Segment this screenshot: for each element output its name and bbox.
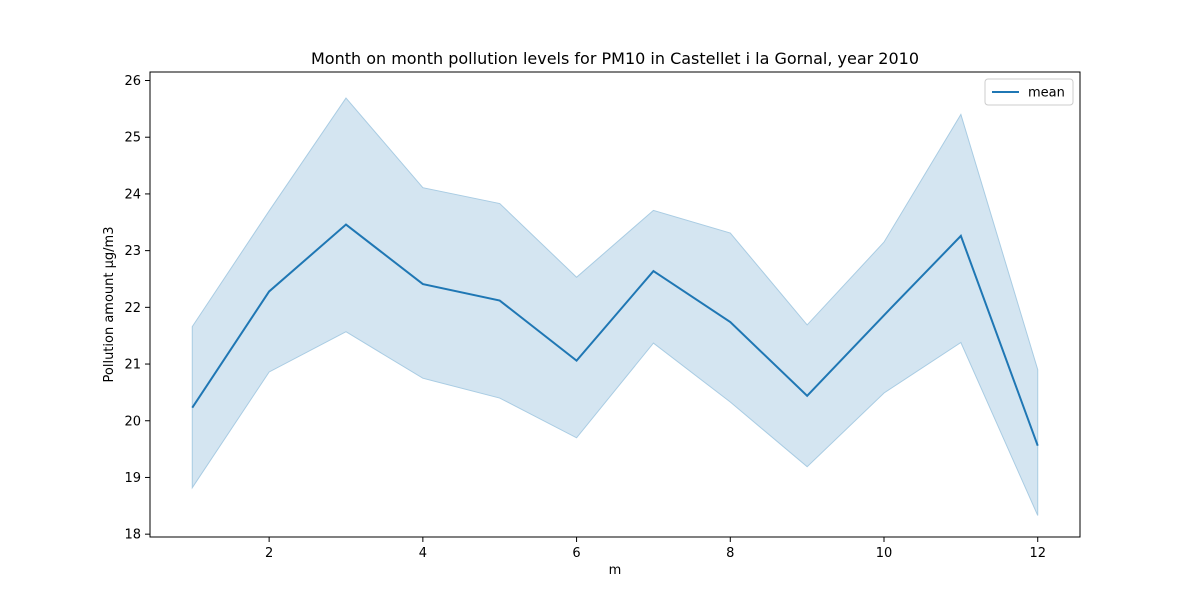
y-axis: 18 19 20 21 22 23 24 25 26 [124, 74, 150, 543]
y-tick-label: 20 [124, 414, 141, 429]
legend-box [984, 78, 1074, 106]
legend: mean [984, 78, 1074, 106]
x-tick-label: 4 [419, 546, 427, 561]
y-axis-label: Pollution amount μg/m3 [102, 227, 117, 383]
series-line-layer [191, 223, 1039, 447]
y-tick-label: 19 [124, 471, 141, 486]
y-tick-label: 18 [124, 528, 141, 543]
series-line-mean [191, 223, 1039, 447]
x-tick-label: 6 [572, 546, 580, 561]
y-tick-label: 25 [124, 131, 141, 146]
y-tick-label: 24 [124, 187, 141, 202]
legend-label-mean: mean [1028, 86, 1065, 101]
confidence-band-layer [191, 97, 1039, 516]
y-tick-label: 23 [124, 244, 141, 259]
x-tick-label: 12 [1029, 546, 1046, 561]
x-axis: 2 4 6 8 10 12 [265, 537, 1046, 561]
plot-frame [149, 71, 1081, 538]
y-tick-label: 21 [124, 358, 141, 373]
chart-title: Month on month pollution levels for PM10… [311, 49, 919, 68]
y-tick-label: 22 [124, 301, 141, 316]
x-axis-label: m [609, 563, 622, 578]
confidence-band-mean [191, 97, 1039, 516]
x-tick-label: 10 [876, 546, 893, 561]
x-tick-label: 2 [265, 546, 273, 561]
x-tick-label: 8 [726, 546, 734, 561]
y-tick-label: 26 [124, 74, 141, 89]
